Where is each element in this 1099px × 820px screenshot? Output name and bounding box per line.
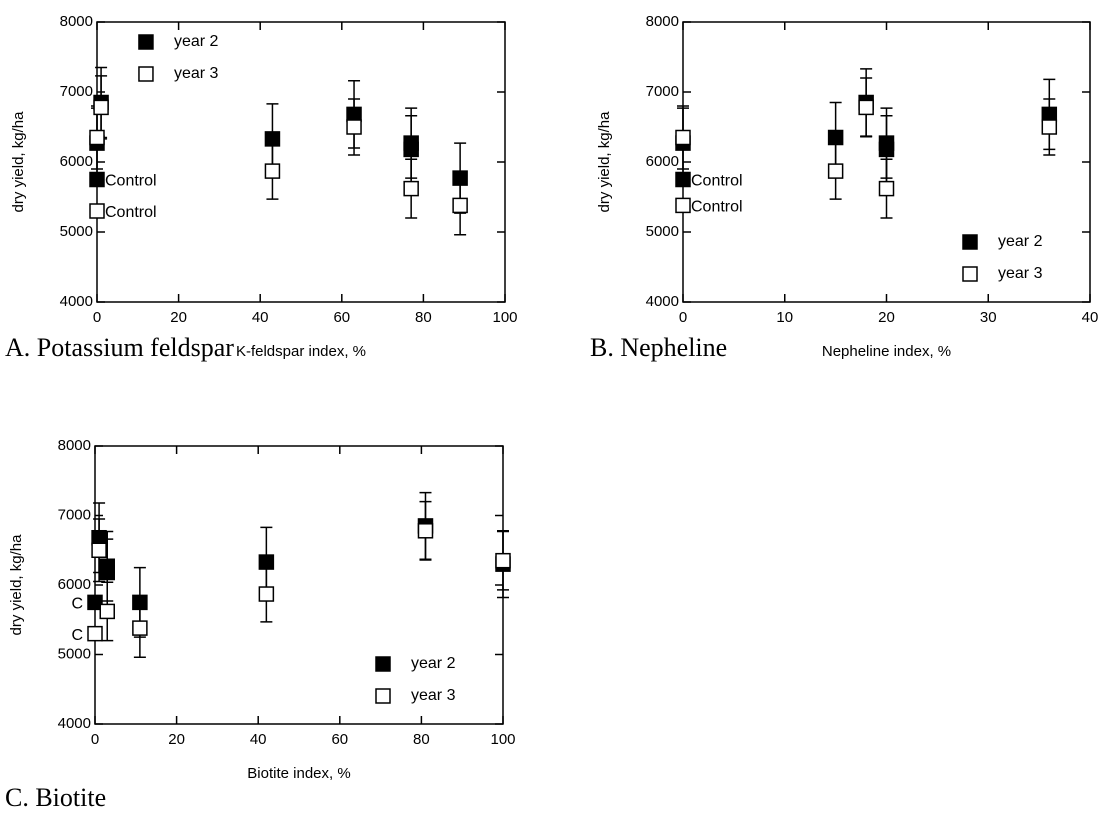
y-axis-label: dry yield, kg/ha [10, 111, 27, 213]
control-point [87, 625, 103, 642]
data-point [132, 594, 148, 611]
data-point [93, 99, 109, 116]
y-tick-label: 6000 [646, 153, 679, 170]
control-label: C [71, 627, 83, 644]
legend-marker [962, 266, 978, 282]
data-point [403, 180, 419, 197]
control-point [89, 171, 105, 188]
control-point [675, 171, 691, 188]
x-tick-label: 0 [679, 309, 687, 326]
data-point [878, 141, 895, 158]
data-point [452, 170, 468, 186]
data-point [99, 564, 115, 581]
y-tick-label: 4000 [58, 715, 91, 732]
plot-frame [94, 445, 504, 725]
y-axis-label: dry yield, kg/ha [596, 111, 613, 213]
data-point [132, 620, 148, 636]
y-tick-label: 5000 [60, 223, 93, 240]
legend-label: year 3 [174, 65, 219, 82]
y-axis-label: dry yield, kg/ha [8, 534, 25, 636]
control-label: C [71, 596, 83, 613]
x-tick-label: 30 [980, 309, 997, 326]
legend-marker [138, 34, 154, 50]
legend-label: year 2 [998, 233, 1043, 250]
data-point [858, 99, 874, 116]
control-point [89, 203, 105, 219]
x-tick-label: 0 [93, 309, 101, 326]
x-axis-label: Nepheline index, % [822, 343, 951, 360]
legend-label: year 3 [998, 265, 1043, 282]
data-point [675, 129, 691, 146]
data-point [258, 554, 275, 570]
control-label: Control [691, 199, 743, 216]
panel-caption: A. Potassium feldspar [5, 333, 234, 362]
data-point [99, 603, 115, 620]
y-tick-label: 7000 [646, 83, 679, 100]
x-tick-label: 20 [168, 731, 185, 748]
x-tick-label: 0 [91, 731, 99, 748]
control-label: Control [691, 173, 743, 190]
legend-label: year 2 [174, 33, 219, 50]
y-tick-label: 8000 [646, 13, 679, 30]
x-axis-label: K-feldspar index, % [236, 343, 366, 360]
x-tick-label: 80 [413, 731, 430, 748]
data-point [91, 542, 107, 558]
legend-label: year 2 [411, 655, 456, 672]
x-tick-label: 10 [776, 309, 793, 326]
x-tick-label: 20 [170, 309, 187, 326]
x-axis-label: Biotite index, % [247, 765, 350, 782]
data-point [403, 141, 419, 158]
y-tick-label: 7000 [60, 83, 93, 100]
y-tick-label: 4000 [60, 293, 93, 310]
legend-marker [138, 66, 154, 82]
data-point [827, 129, 844, 146]
y-tick-label: 6000 [58, 576, 91, 593]
data-point [827, 163, 844, 179]
x-tick-label: 60 [333, 309, 350, 326]
data-point [264, 131, 281, 147]
data-point [258, 586, 275, 602]
y-tick-label: 8000 [60, 13, 93, 30]
x-tick-label: 60 [331, 731, 348, 748]
data-point [89, 129, 105, 146]
panel-caption: B. Nepheline [590, 333, 727, 362]
y-tick-label: 5000 [58, 645, 91, 662]
legend-marker [375, 688, 391, 704]
data-point [417, 523, 434, 539]
data-point [878, 180, 895, 197]
control-label: Control [105, 173, 157, 190]
y-tick-label: 5000 [646, 223, 679, 240]
control-point [87, 594, 103, 611]
data-point [264, 163, 281, 179]
control-label: Control [105, 204, 157, 221]
legend-marker [962, 234, 978, 250]
x-tick-label: 80 [415, 309, 432, 326]
x-tick-label: 20 [878, 309, 895, 326]
data-point [1041, 119, 1058, 135]
data-point [346, 119, 362, 135]
x-tick-label: 40 [252, 309, 269, 326]
panel-caption: C. Biotite [5, 783, 106, 812]
x-tick-label: 100 [490, 731, 515, 748]
x-tick-label: 40 [250, 731, 267, 748]
y-tick-label: 4000 [646, 293, 679, 310]
x-tick-label: 40 [1082, 309, 1099, 326]
legend-marker [375, 656, 391, 672]
data-point [452, 197, 468, 214]
control-point [675, 197, 691, 214]
y-tick-label: 8000 [58, 437, 91, 454]
legend-label: year 3 [411, 687, 456, 704]
plot-frame [96, 21, 506, 303]
x-tick-label: 100 [492, 309, 517, 326]
data-point [495, 552, 511, 569]
y-tick-label: 7000 [58, 506, 91, 523]
y-tick-label: 6000 [60, 153, 93, 170]
